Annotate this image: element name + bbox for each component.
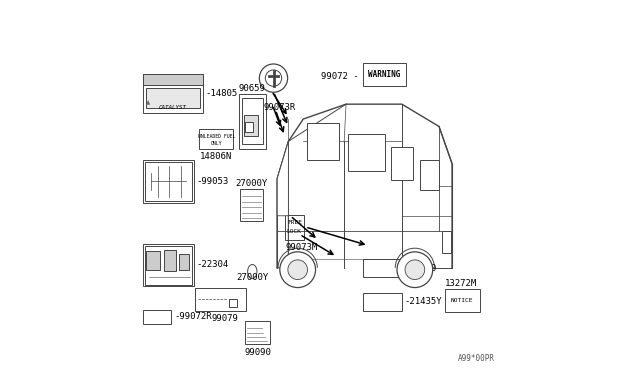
Circle shape [259,64,287,92]
Bar [143,74,203,85]
Circle shape [405,260,425,279]
Bar [363,259,402,277]
Bar [390,147,413,180]
Text: FREE: FREE [287,221,302,225]
Bar [245,321,270,344]
Bar [242,98,262,144]
Circle shape [288,260,307,279]
Circle shape [397,252,433,288]
Text: ▲: ▲ [146,100,150,105]
Text: CATALYST: CATALYST [159,105,187,110]
Text: ONLY: ONLY [211,141,222,146]
Text: 13272M: 13272M [445,279,477,288]
Text: A99*00PR: A99*00PR [458,354,495,363]
Text: -21435Y: -21435Y [405,297,442,306]
Text: 99073R: 99073R [264,103,296,112]
Bar [143,160,193,203]
Text: -52920: -52920 [405,264,437,273]
Text: LOCK: LOCK [287,229,302,234]
Bar [307,123,339,160]
Bar [147,87,200,108]
Bar [420,160,439,190]
Text: -14805: -14805 [206,89,238,98]
Text: 99090: 99090 [244,348,271,357]
Text: 14806N: 14806N [200,153,232,161]
Text: UNLEADED FUEL: UNLEADED FUEL [198,134,235,139]
Text: WARNING: WARNING [368,70,401,79]
Bar [445,289,480,312]
Bar [245,122,253,132]
Text: -22304: -22304 [196,260,228,269]
Text: -99053: -99053 [196,177,228,186]
Ellipse shape [248,264,257,279]
Bar [143,74,203,113]
Text: 99072 -: 99072 - [321,72,359,81]
Polygon shape [277,141,289,216]
Bar [285,215,304,240]
Bar [145,162,191,201]
Text: 99073M: 99073M [286,243,318,252]
Text: 99079: 99079 [212,314,239,323]
Bar [363,63,406,86]
Bar [348,134,385,171]
Bar [244,115,258,136]
Text: 90659: 90659 [239,84,266,93]
Text: -99072R: -99072R [174,312,212,321]
Bar [442,231,451,253]
Bar [239,94,266,149]
Bar [363,293,402,311]
Bar [164,250,175,271]
Bar [147,251,161,270]
Bar [195,288,246,311]
Circle shape [280,252,316,288]
Text: 27000Y: 27000Y [236,273,268,282]
Bar [145,246,191,285]
Bar [143,244,193,286]
Text: NOTICE: NOTICE [451,298,474,304]
Bar [143,310,172,324]
Circle shape [266,70,282,86]
Text: 27000Y: 27000Y [236,179,268,188]
Bar [179,254,189,270]
Bar [229,299,237,307]
Circle shape [235,294,239,298]
Bar [240,189,263,221]
Bar [199,129,234,149]
